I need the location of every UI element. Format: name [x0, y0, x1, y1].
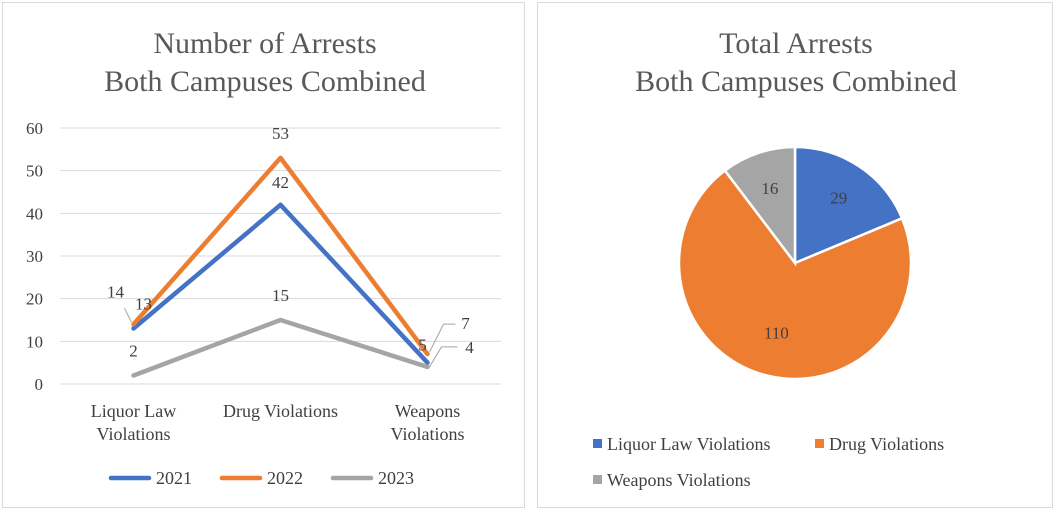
data-label: 14 [107, 282, 125, 301]
legend-label: 2023 [378, 468, 414, 488]
y-tick-label: 60 [26, 119, 43, 138]
chart-title-line: Total Arrests [719, 27, 873, 60]
x-category-label: Violations [97, 424, 171, 444]
y-tick-label: 30 [26, 247, 43, 266]
leader-line [429, 346, 458, 368]
legend-label: 2022 [267, 468, 303, 488]
line-chart: Number of Arrests Both Campuses Combined 0… [26, 27, 501, 488]
data-label: 5 [418, 336, 427, 355]
data-label: 42 [272, 173, 289, 192]
data-label: 2 [129, 341, 138, 360]
x-category-label: Weapons [395, 401, 461, 421]
legend-label: Liquor Law Violations [607, 434, 771, 454]
y-tick-label: 0 [35, 375, 44, 394]
chart-title-line: Both Campuses Combined [635, 65, 957, 98]
chart-title-line: Number of Arrests [153, 27, 376, 60]
legend-label: Drug Violations [829, 434, 944, 454]
leader-line [124, 308, 132, 323]
legend-label: 2021 [156, 468, 192, 488]
x-category-label: Drug Violations [223, 401, 338, 421]
data-label: 53 [272, 124, 289, 143]
chart-title-line: Both Campuses Combined [104, 65, 426, 98]
pie-chart: Total Arrests Both Campuses Combined 29 110… [593, 27, 957, 490]
x-category-label: Violations [391, 424, 465, 444]
legend-swatch [593, 475, 602, 484]
line-chart-panel: Number of Arrests Both Campuses Combined 0… [2, 2, 525, 508]
legend-swatch [815, 439, 824, 448]
data-label: 13 [135, 295, 152, 314]
leader-line [429, 323, 456, 353]
pie-chart-panel: Total Arrests Both Campuses Combined 29 110… [537, 2, 1053, 508]
pie-data-label: 110 [764, 323, 789, 342]
pie-slice [677, 168, 913, 381]
legend-label: Weapons Violations [607, 470, 751, 490]
y-tick-label: 50 [26, 162, 43, 181]
series-line-2023 [131, 317, 430, 378]
data-label: 4 [465, 338, 474, 357]
pie-data-label: 16 [761, 179, 778, 198]
data-label: 15 [272, 286, 289, 305]
series-line-2021 [131, 202, 430, 365]
y-tick-label: 10 [26, 332, 43, 351]
y-tick-label: 40 [26, 204, 43, 223]
y-tick-label: 20 [26, 290, 43, 309]
x-category-label: Liquor Law [91, 401, 176, 421]
pie-slice [723, 145, 797, 267]
pie-data-label: 29 [830, 188, 847, 207]
data-label: 7 [461, 314, 470, 333]
series-line-2022 [131, 155, 430, 357]
legend-swatch [593, 439, 602, 448]
pie-slice [793, 145, 904, 265]
